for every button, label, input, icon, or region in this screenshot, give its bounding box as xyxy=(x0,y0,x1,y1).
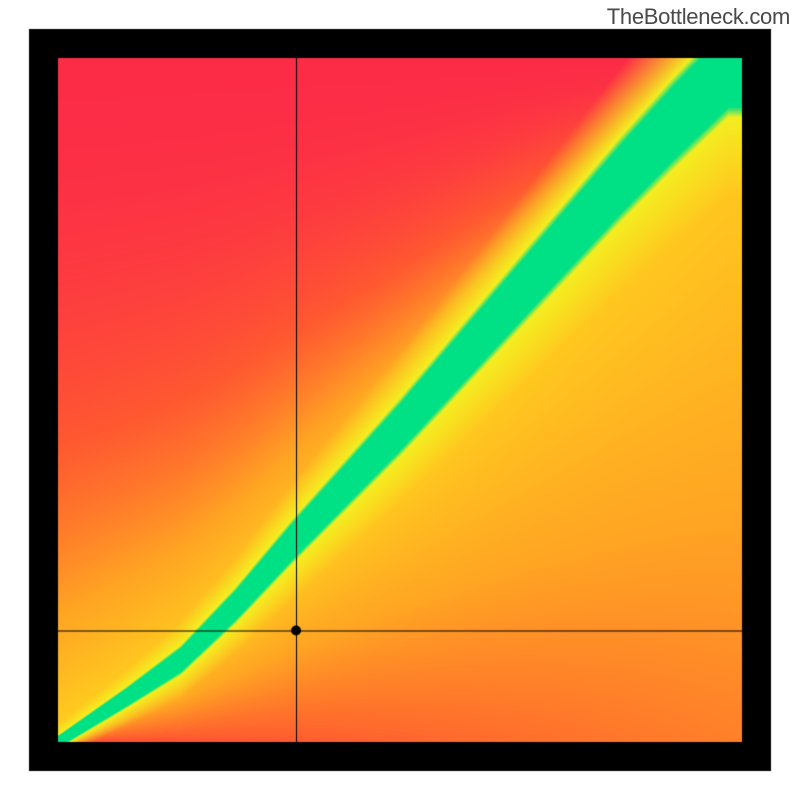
attribution-text: TheBottleneck.com xyxy=(607,4,790,30)
bottleneck-heatmap xyxy=(0,0,800,800)
